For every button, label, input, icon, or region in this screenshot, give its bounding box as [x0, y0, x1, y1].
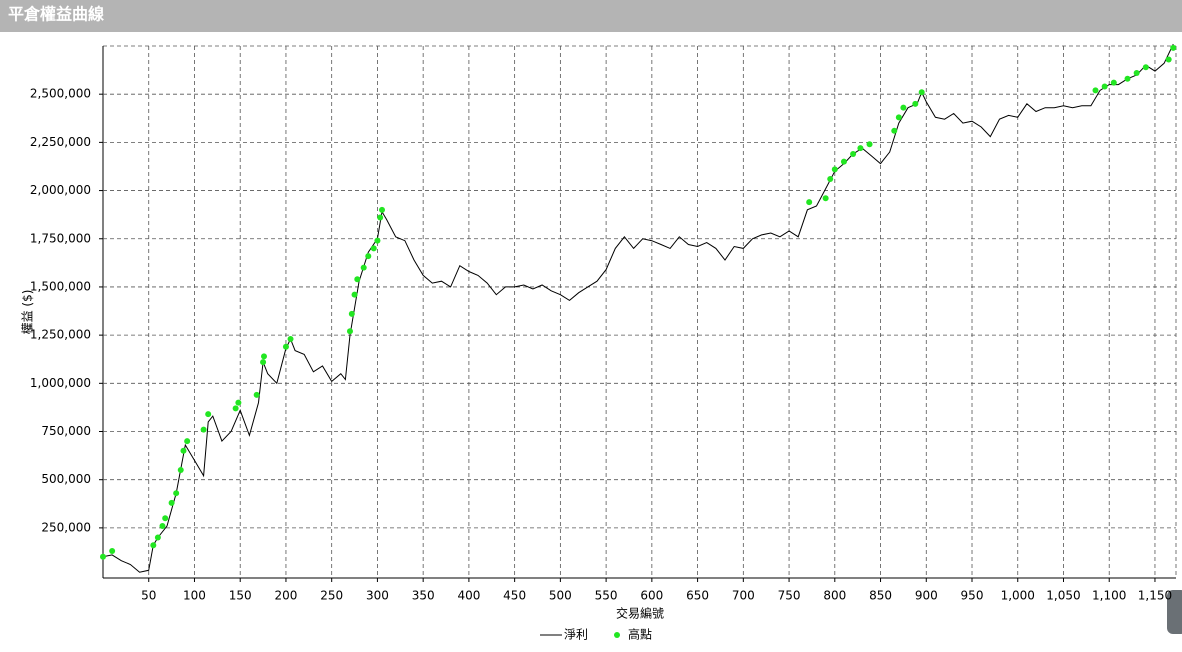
x-tick-label: 1,000 [1001, 589, 1035, 603]
high-point [822, 195, 829, 202]
y-tick-label: 500,000 [41, 472, 91, 486]
legend-label: 高點 [628, 627, 652, 642]
legend-swatch [614, 632, 620, 638]
high-point [232, 405, 239, 412]
high-point [912, 100, 919, 107]
x-tick-label: 100 [183, 589, 206, 603]
high-point [1133, 69, 1140, 76]
x-tick-label: 750 [778, 589, 801, 603]
x-tick-label: 1,150 [1138, 589, 1172, 603]
corner-widget[interactable] [1167, 590, 1182, 634]
high-point [154, 534, 161, 541]
high-point [180, 447, 187, 454]
x-tick-label: 400 [457, 589, 480, 603]
x-tick-label: 600 [640, 589, 663, 603]
y-tick-label: 750,000 [41, 424, 91, 438]
x-tick-label: 700 [732, 589, 755, 603]
high-point [891, 127, 898, 134]
high-point [866, 141, 873, 148]
high-point [850, 150, 857, 157]
high-point [100, 553, 106, 560]
x-tick-label: 350 [412, 589, 435, 603]
x-tick-label: 1,100 [1092, 589, 1126, 603]
y-tick-label: 2,250,000 [30, 135, 91, 149]
high-point [260, 359, 267, 366]
high-point [827, 176, 834, 182]
high-point [235, 399, 242, 406]
high-point [1124, 75, 1131, 82]
y-tick-label: 250,000 [41, 520, 91, 534]
x-tick-label: 900 [915, 589, 938, 603]
equity-line [102, 43, 1174, 573]
header-bar [0, 0, 1182, 32]
y-tick-label: 2,000,000 [30, 183, 91, 197]
high-point [348, 310, 355, 317]
high-point [162, 515, 169, 522]
x-tick-label: 950 [961, 589, 984, 603]
x-tick-label: 300 [366, 589, 389, 603]
chart-title: 平倉權益曲線 [8, 5, 104, 24]
y-tick-label: 1,500,000 [30, 279, 91, 293]
high-point [260, 353, 267, 360]
high-point [200, 426, 207, 433]
y-tick-label: 1,750,000 [30, 231, 91, 245]
x-axis-label: 交易編號 [616, 606, 664, 621]
high-point [360, 264, 367, 271]
high-point [354, 276, 361, 283]
high-point [282, 343, 289, 350]
x-tick-label: 200 [274, 589, 297, 603]
y-tick-label: 1,250,000 [30, 328, 91, 342]
high-point [159, 522, 166, 529]
high-point [287, 335, 294, 342]
high-point [918, 89, 925, 96]
x-tick-label: 1,050 [1046, 589, 1080, 603]
high-point [351, 291, 358, 298]
y-tick-label: 2,500,000 [30, 87, 91, 101]
high-point [900, 104, 907, 111]
x-tick-label: 450 [503, 589, 526, 603]
x-tick-label: 850 [869, 589, 892, 603]
legend-label: 淨利 [564, 628, 588, 642]
high-point [1092, 87, 1099, 94]
high-point [365, 253, 372, 260]
high-point [177, 467, 184, 474]
high-point [806, 199, 813, 206]
high-point [840, 158, 847, 165]
x-tick-label: 150 [229, 589, 252, 603]
x-tick-label: 250 [320, 589, 343, 603]
high-point [377, 214, 384, 221]
high-point [1142, 64, 1149, 71]
high-point [346, 328, 353, 335]
y-tick-label: 1,000,000 [30, 376, 91, 390]
y-axis-label: 權益 ($) [21, 290, 35, 335]
high-point [168, 499, 175, 506]
high-point [857, 145, 864, 152]
x-tick-label: 50 [141, 589, 156, 603]
high-point [253, 391, 260, 398]
x-tick-label: 800 [823, 589, 846, 603]
x-tick-label: 650 [686, 589, 709, 603]
x-tick-label: 500 [549, 589, 572, 603]
x-tick-label: 550 [595, 589, 618, 603]
high-point [1170, 44, 1177, 51]
high-point [1165, 56, 1172, 63]
high-point [173, 490, 180, 497]
high-point [831, 166, 838, 173]
high-point [895, 114, 902, 121]
high-point [378, 206, 385, 213]
high-point [370, 245, 377, 252]
high-point [109, 548, 116, 555]
high-point [150, 542, 157, 549]
high-point [205, 411, 212, 418]
high-point [184, 438, 191, 445]
high-point [374, 237, 381, 244]
high-point [1101, 83, 1108, 90]
high-point [1110, 79, 1117, 86]
